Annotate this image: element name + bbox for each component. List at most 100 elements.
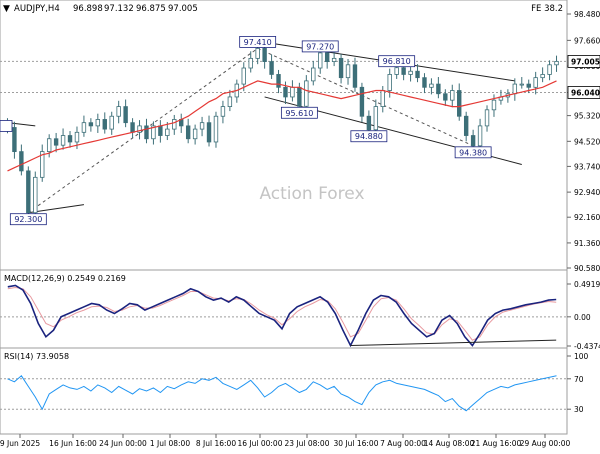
candle-body <box>109 115 114 130</box>
candle-body <box>422 77 427 88</box>
candle-body <box>311 67 316 82</box>
candle-body <box>19 151 24 172</box>
x-tick-label: 14 Aug 08:00 <box>424 439 475 448</box>
candle-body <box>429 83 434 88</box>
candle-body <box>241 67 246 85</box>
annotation-label: 95.610 <box>285 109 313 118</box>
header-arrow-icon: ▼ <box>3 4 10 14</box>
candle-body <box>519 83 524 86</box>
candle-body <box>359 86 365 117</box>
candle-body <box>345 64 351 79</box>
candle-body <box>290 86 295 98</box>
candle-body <box>81 122 87 133</box>
candle-body <box>262 48 267 62</box>
candle-body <box>366 115 372 131</box>
candle-body <box>199 122 205 130</box>
annotation-box <box>301 40 339 53</box>
annotation-label: 94.380 <box>459 148 487 157</box>
candle-body <box>304 80 309 107</box>
price-grid <box>0 60 567 93</box>
price-tick-label: 90.580 <box>574 264 600 273</box>
rsi-tick-label: 70 <box>574 375 584 384</box>
candle-body <box>248 57 253 69</box>
annotation-box <box>378 55 416 68</box>
candle-body <box>144 125 149 140</box>
candle-body <box>547 64 552 75</box>
x-tick-label: 24 Jun 00:00 <box>99 439 147 448</box>
x-tick-label: 1 Jul 08:00 <box>150 439 190 448</box>
candle-body <box>491 99 497 111</box>
price-tick-label: 97.660 <box>574 36 600 45</box>
price-tick-label: 94.520 <box>574 137 600 146</box>
x-tick-label: 7 Aug 00:00 <box>380 439 426 448</box>
annotation-box <box>350 130 388 143</box>
price-tick-label: 95.320 <box>574 112 600 121</box>
annotation-box <box>0 120 13 132</box>
annotation-box <box>239 36 277 48</box>
candle-body <box>484 109 490 127</box>
x-axis: 9 Jun 2025 16 Jun 16:00 24 Jun 00:00 1 Jul … <box>0 434 571 448</box>
candle-body <box>102 119 107 130</box>
candle-body <box>463 115 469 136</box>
support-line <box>28 204 84 214</box>
candle-body <box>324 52 330 62</box>
price-tick-label: 92.940 <box>574 188 600 197</box>
candle-body <box>470 135 476 147</box>
price-marker-label: 96.040 <box>571 88 600 97</box>
dashed-rise-line <box>28 47 258 214</box>
annotation-box <box>280 106 318 119</box>
candle-body <box>227 96 233 107</box>
price-tick-label: 98.480 <box>574 10 600 19</box>
candle-body <box>554 61 559 66</box>
price-annotations: 97.410 97.270 96.810 95.610 94.880 94.380 92.3… <box>0 36 492 226</box>
candle-body <box>373 106 379 131</box>
rsi-title: RSI(14) 73.9058 <box>4 352 69 361</box>
header-symbol: AUDJPY,H4 <box>14 4 60 14</box>
rsi-tick-label: 100 <box>574 352 589 361</box>
candle-body <box>526 83 531 88</box>
candle-body <box>53 138 59 146</box>
candle-body <box>283 86 288 98</box>
watermark: Action Forex <box>259 184 364 204</box>
x-tick-label: 8 Jul 16:00 <box>196 439 236 448</box>
macd-tick-label: 0.00 <box>574 313 591 322</box>
candle-body <box>220 106 226 117</box>
rsi-layer: 100 70 30 <box>0 352 589 414</box>
price-tick-label: 92.160 <box>574 213 600 222</box>
fe-label: FE 38.2 <box>531 4 563 14</box>
candle-body <box>172 119 177 130</box>
price-marker-box <box>567 55 600 68</box>
candle-body <box>477 125 483 147</box>
header-close: 97.005 <box>168 4 198 14</box>
price-marker-box <box>567 86 600 99</box>
chart-header: ▼ AUDJPY,H4 96.898 97.132 96.875 97.005 … <box>3 4 563 14</box>
macd-title: MACD(12,26,9) 0.2549 0.2169 <box>4 274 126 283</box>
candle-body <box>165 128 170 136</box>
candle-body <box>533 77 538 88</box>
candle-body <box>185 125 191 140</box>
candle-body <box>26 170 31 214</box>
annotation-label: 97.410 <box>244 38 272 47</box>
candle-body <box>40 151 45 178</box>
price-markers: 97.005 96.040 <box>567 55 600 99</box>
candle-body <box>95 119 101 127</box>
macd-tick-label: -0.4374 <box>574 342 600 351</box>
annotation-box <box>454 146 492 159</box>
candle-body <box>331 57 337 62</box>
candle-body <box>213 115 219 143</box>
header-open: 96.898 <box>73 4 103 14</box>
candle-body <box>415 70 420 79</box>
candle-body <box>60 135 66 146</box>
x-tick-label: 16 Jul 00:00 <box>238 439 283 448</box>
x-tick-label: 29 Aug 00:00 <box>520 439 571 448</box>
macd-trendline <box>350 339 557 347</box>
x-tick-label: 21 Aug 16:00 <box>471 439 522 448</box>
annotation-label: 96.810 <box>383 57 411 66</box>
price-tick-label: 91.360 <box>574 239 600 248</box>
candles <box>5 42 559 220</box>
candle-body <box>387 74 392 91</box>
macd-main-line <box>7 284 557 348</box>
